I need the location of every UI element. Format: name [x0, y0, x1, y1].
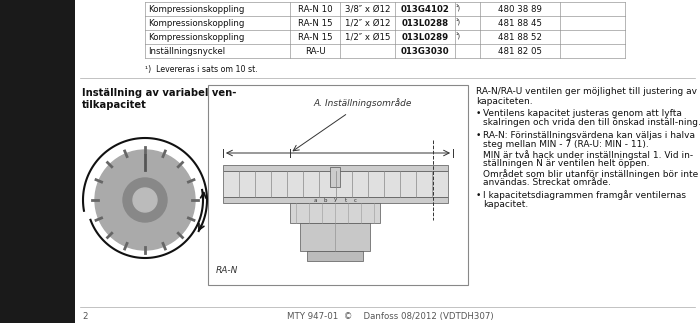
Text: Kompressionskoppling: Kompressionskoppling	[148, 18, 244, 27]
Text: 013L0288: 013L0288	[401, 18, 449, 27]
Text: Inställning av variabel ven-: Inställning av variabel ven-	[82, 88, 237, 98]
Text: ¹): ¹)	[456, 3, 461, 11]
Text: tilkapacitet: tilkapacitet	[82, 100, 147, 110]
Text: MIN är två hack under inställningstal 1. Vid in-: MIN är två hack under inställningstal 1.…	[483, 150, 693, 160]
Text: skalringen och vrida den till önskad inställ-ning.: skalringen och vrida den till önskad ins…	[483, 118, 700, 127]
Text: b: b	[323, 197, 328, 203]
Bar	[330, 167, 340, 187]
Text: ¹)  Levereras i sats om 10 st.: ¹) Levereras i sats om 10 st.	[145, 65, 258, 74]
Text: kapacitet.: kapacitet.	[483, 200, 528, 209]
Bar	[208, 85, 468, 285]
Text: c: c	[354, 197, 357, 203]
Bar	[300, 223, 370, 251]
Text: RA-N 15: RA-N 15	[298, 33, 332, 41]
Text: ställningen N är ventilen helt öppen.: ställningen N är ventilen helt öppen.	[483, 159, 650, 168]
Bar	[223, 165, 448, 171]
Text: Kompressionskoppling: Kompressionskoppling	[148, 33, 244, 41]
Text: •: •	[476, 109, 482, 118]
Text: •: •	[476, 131, 482, 140]
Bar	[223, 171, 448, 197]
Bar	[0, 0, 75, 323]
Text: I kapacitetsdiagrammen framgår ventilernas: I kapacitetsdiagrammen framgår ventilern…	[483, 191, 686, 201]
Circle shape	[133, 188, 157, 212]
Text: 480 38 89: 480 38 89	[498, 5, 542, 14]
Text: 013L0289: 013L0289	[401, 33, 449, 41]
Text: Kompressionskoppling: Kompressionskoppling	[148, 5, 244, 14]
Text: t: t	[344, 197, 346, 203]
Text: 1/2″ x Ø12: 1/2″ x Ø12	[344, 18, 391, 27]
Text: 2: 2	[82, 312, 88, 321]
Text: a: a	[314, 197, 317, 203]
Text: 3/8″ x Ø12: 3/8″ x Ø12	[344, 5, 391, 14]
Text: användas. Streckat område.: användas. Streckat område.	[483, 178, 611, 187]
Text: y: y	[334, 197, 337, 203]
Text: RA-N 10: RA-N 10	[298, 5, 332, 14]
Text: RA-N: Förinställningsvärdena kan väljas i halva: RA-N: Förinställningsvärdena kan väljas …	[483, 131, 695, 140]
Text: 013G4102: 013G4102	[400, 5, 449, 14]
Text: RA-U: RA-U	[304, 47, 326, 56]
Text: 481 82 05: 481 82 05	[498, 47, 542, 56]
Text: •: •	[476, 191, 482, 200]
Text: A. Inställningsområde: A. Inställningsområde	[314, 98, 412, 108]
Text: 013G3030: 013G3030	[400, 47, 449, 56]
Text: kapaciteten.: kapaciteten.	[476, 97, 533, 106]
Text: 1/2″ x Ø15: 1/2″ x Ø15	[344, 33, 391, 41]
Text: Ventilens kapacitet justeras genom att lyfta: Ventilens kapacitet justeras genom att l…	[483, 109, 682, 118]
Text: ¹): ¹)	[456, 31, 461, 39]
Text: ¹): ¹)	[456, 17, 461, 25]
Text: 481 88 52: 481 88 52	[498, 33, 542, 41]
Text: RA-N: RA-N	[216, 266, 239, 275]
Text: Inställningsnyckel: Inställningsnyckel	[148, 47, 225, 56]
Bar	[307, 251, 363, 261]
Text: 481 88 45: 481 88 45	[498, 18, 542, 27]
Text: RA-N/RA-U ventilen ger möjlighet till justering av: RA-N/RA-U ventilen ger möjlighet till ju…	[476, 87, 697, 96]
Text: RA-N 15: RA-N 15	[298, 18, 332, 27]
Bar	[223, 197, 448, 203]
Text: steg mellan MIN - 7 (RA-U: MIN - 11).: steg mellan MIN - 7 (RA-U: MIN - 11).	[483, 140, 649, 149]
Text: MTY 947-01  ©    Danfoss 08/2012 (VDTDH307): MTY 947-01 © Danfoss 08/2012 (VDTDH307)	[287, 312, 494, 321]
Bar	[290, 203, 380, 223]
Text: Området som blir utanför inställningen bör inte: Området som blir utanför inställningen b…	[483, 169, 699, 179]
Circle shape	[123, 178, 167, 222]
Circle shape	[95, 150, 195, 250]
